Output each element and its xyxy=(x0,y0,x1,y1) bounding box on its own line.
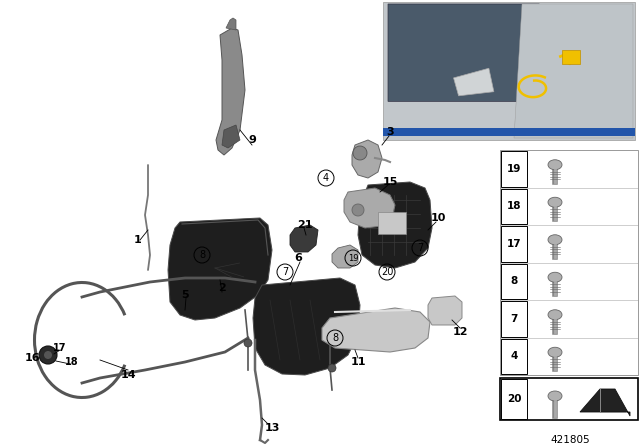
Circle shape xyxy=(328,364,336,372)
Text: 20: 20 xyxy=(381,267,393,277)
Text: 7: 7 xyxy=(510,314,518,324)
Polygon shape xyxy=(358,182,432,268)
Polygon shape xyxy=(514,4,633,138)
Text: 4: 4 xyxy=(323,173,329,183)
Polygon shape xyxy=(344,188,395,228)
Text: 7: 7 xyxy=(417,243,423,253)
Bar xyxy=(563,51,580,65)
Polygon shape xyxy=(222,125,240,148)
Polygon shape xyxy=(216,28,245,155)
Ellipse shape xyxy=(548,391,562,401)
Ellipse shape xyxy=(548,197,562,207)
Text: 4: 4 xyxy=(510,351,518,361)
Polygon shape xyxy=(253,278,360,375)
Text: 9: 9 xyxy=(248,135,256,145)
Text: 5: 5 xyxy=(181,290,189,300)
Text: 13: 13 xyxy=(264,423,280,433)
Text: 1: 1 xyxy=(134,235,142,245)
Text: 421805: 421805 xyxy=(550,435,590,445)
Text: 7: 7 xyxy=(282,267,288,277)
Text: 19: 19 xyxy=(348,254,358,263)
Circle shape xyxy=(39,346,57,364)
Bar xyxy=(500,378,638,420)
Circle shape xyxy=(353,146,367,160)
Ellipse shape xyxy=(548,235,562,245)
Text: 10: 10 xyxy=(430,213,445,223)
Text: 15: 15 xyxy=(382,177,397,187)
Circle shape xyxy=(244,339,252,347)
Text: 18: 18 xyxy=(65,357,79,367)
Polygon shape xyxy=(352,140,382,178)
Text: 8: 8 xyxy=(332,333,338,343)
Text: 17: 17 xyxy=(53,343,67,353)
Bar xyxy=(383,2,635,140)
Text: 19: 19 xyxy=(507,164,521,174)
Circle shape xyxy=(352,204,364,216)
Text: 8: 8 xyxy=(199,250,205,260)
Bar xyxy=(501,263,527,299)
Polygon shape xyxy=(290,225,318,252)
Bar xyxy=(501,339,527,374)
Text: 21: 21 xyxy=(297,220,313,230)
Text: 14: 14 xyxy=(120,370,136,380)
Text: 16: 16 xyxy=(24,353,40,363)
Bar xyxy=(501,226,527,262)
Text: 8: 8 xyxy=(510,276,518,286)
Text: 3: 3 xyxy=(386,127,394,137)
Text: 20: 20 xyxy=(507,394,521,404)
Polygon shape xyxy=(454,68,494,96)
Text: 11: 11 xyxy=(350,357,365,367)
Polygon shape xyxy=(226,18,236,30)
Text: 2: 2 xyxy=(218,283,226,293)
Bar xyxy=(378,212,406,234)
Ellipse shape xyxy=(548,347,562,357)
Polygon shape xyxy=(332,245,358,268)
Ellipse shape xyxy=(548,310,562,320)
Text: 12: 12 xyxy=(452,327,468,337)
Circle shape xyxy=(44,351,52,359)
Bar xyxy=(501,151,527,186)
Bar xyxy=(501,301,527,336)
Polygon shape xyxy=(322,308,430,352)
Text: 18: 18 xyxy=(507,201,521,211)
Text: 6: 6 xyxy=(294,253,302,263)
Polygon shape xyxy=(388,4,540,101)
Ellipse shape xyxy=(548,272,562,282)
Bar xyxy=(500,150,638,375)
Bar xyxy=(383,128,635,136)
Polygon shape xyxy=(428,296,462,325)
Ellipse shape xyxy=(548,160,562,170)
Bar xyxy=(501,379,527,419)
Polygon shape xyxy=(580,389,630,416)
Bar xyxy=(501,189,527,224)
Text: 17: 17 xyxy=(507,239,522,249)
Polygon shape xyxy=(168,218,272,320)
